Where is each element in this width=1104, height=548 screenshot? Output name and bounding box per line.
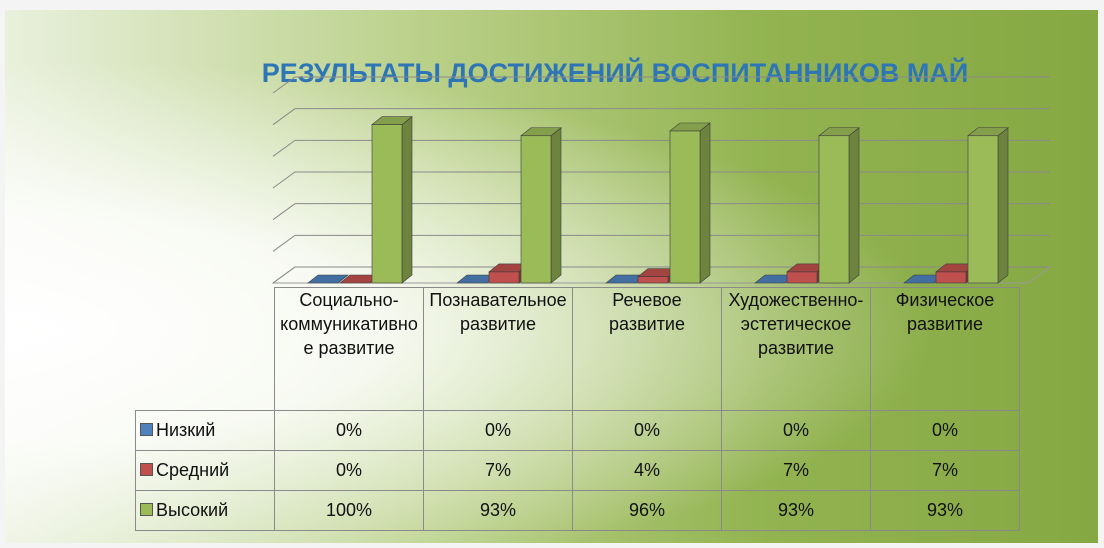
grid-line (272, 203, 1050, 221)
chart-title: РЕЗУЛЬТАТЫ ДОСТИЖЕНИЙ ВОСПИТАННИКОВ МАЙ (262, 57, 969, 88)
legend-key (140, 503, 153, 516)
bar-side (699, 122, 711, 284)
series-row: Средний 0% 7% 4% 7% 7% (135, 450, 1020, 491)
bar-top (307, 274, 349, 284)
bar-side (848, 127, 860, 284)
legend-label: Средний (156, 460, 230, 480)
legend-key (140, 463, 153, 476)
bar (669, 130, 701, 284)
category-label: Социально-коммуникативное развитие (274, 287, 424, 411)
category-label: Физическое развитие (870, 287, 1020, 411)
value-label: 100% (274, 490, 424, 531)
value-label: 93% (721, 490, 871, 531)
bar (786, 271, 818, 284)
series-row: Низкий 0% 0% 0% 0% 0% (135, 410, 1020, 451)
value-label: 0% (274, 450, 424, 491)
legend-label: Высокий (156, 500, 229, 520)
value-label: 0% (870, 410, 1020, 451)
bar (520, 135, 552, 284)
value-label: 4% (572, 450, 722, 491)
grid-line (272, 108, 1050, 126)
category-label: Познавательное развитие (423, 287, 573, 411)
value-label: 93% (423, 490, 573, 531)
value-label: 93% (870, 490, 1020, 531)
bar (818, 135, 850, 284)
legend-entry: Средний (135, 450, 275, 491)
bar (637, 276, 669, 284)
legend-entry: Высокий (135, 490, 275, 531)
corner-cell (136, 288, 275, 411)
grid-line (272, 76, 1050, 94)
series-row: Высокий 100% 93% 96% 93% 93% (135, 490, 1020, 531)
legend-key (140, 423, 153, 436)
value-label: 0% (721, 410, 871, 451)
value-label: 0% (423, 410, 573, 451)
value-label: 0% (572, 410, 722, 451)
legend-entry: Низкий (135, 410, 275, 451)
bar-side (401, 116, 413, 284)
grid-line (272, 171, 1050, 189)
category-label: Художественно-эстетическое развитие (721, 287, 871, 411)
value-label: 0% (274, 410, 424, 451)
header-row: Социально-коммуникативное развитие Познав… (136, 287, 1020, 411)
bar-side (550, 127, 562, 284)
legend-label: Низкий (156, 420, 216, 440)
bar (488, 271, 520, 284)
bar (371, 124, 403, 284)
data-table: Социально-коммуникативное развитие Познав… (135, 287, 1020, 531)
value-label: 96% (572, 490, 722, 531)
value-label: 7% (870, 450, 1020, 491)
bar-side (997, 127, 1009, 284)
grid-line (272, 234, 1050, 252)
bar (967, 135, 999, 284)
bar (935, 271, 967, 284)
grid-line (272, 139, 1050, 157)
value-label: 7% (721, 450, 871, 491)
category-label: Речевое развитие (572, 287, 722, 411)
value-label: 7% (423, 450, 573, 491)
